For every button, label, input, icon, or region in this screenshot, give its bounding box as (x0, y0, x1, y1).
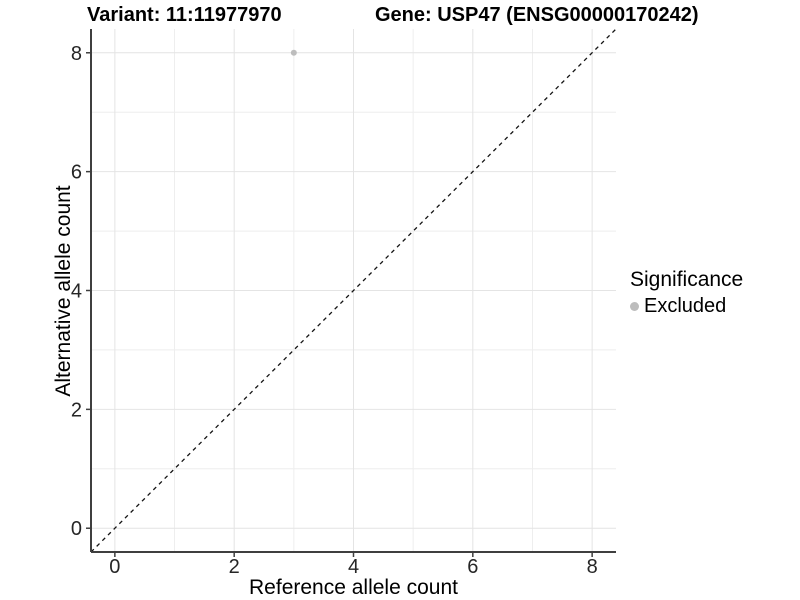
y-tick-label: 0 (71, 518, 82, 540)
excluded-point-icon (630, 302, 639, 311)
legend-title: Significance (630, 268, 744, 291)
legend-entry-excluded: Excluded (630, 295, 743, 318)
x-axis-title: Reference allele count (249, 576, 458, 599)
legend-entry-label: Excluded (644, 295, 727, 317)
y-axis-title: Alternative allele count (52, 185, 75, 397)
x-tick-label: 8 (587, 556, 598, 578)
legend: Significance Excluded (630, 268, 743, 318)
x-tick-label: 4 (348, 556, 359, 578)
variant-title: Variant: 11:11977970 (87, 4, 282, 26)
identity-reference-line (90, 28, 617, 553)
x-tick-label: 2 (229, 556, 240, 578)
y-tick-label: 4 (71, 281, 82, 303)
gene-title: Gene: USP47 (ENSG00000170242) (375, 4, 699, 26)
data-point (290, 49, 297, 56)
y-tick-label: 8 (71, 43, 82, 65)
x-tick-label: 6 (467, 556, 478, 578)
y-tick-label: 6 (71, 162, 82, 184)
y-tick-label: 2 (71, 399, 82, 421)
x-tick-label: 0 (109, 556, 120, 578)
